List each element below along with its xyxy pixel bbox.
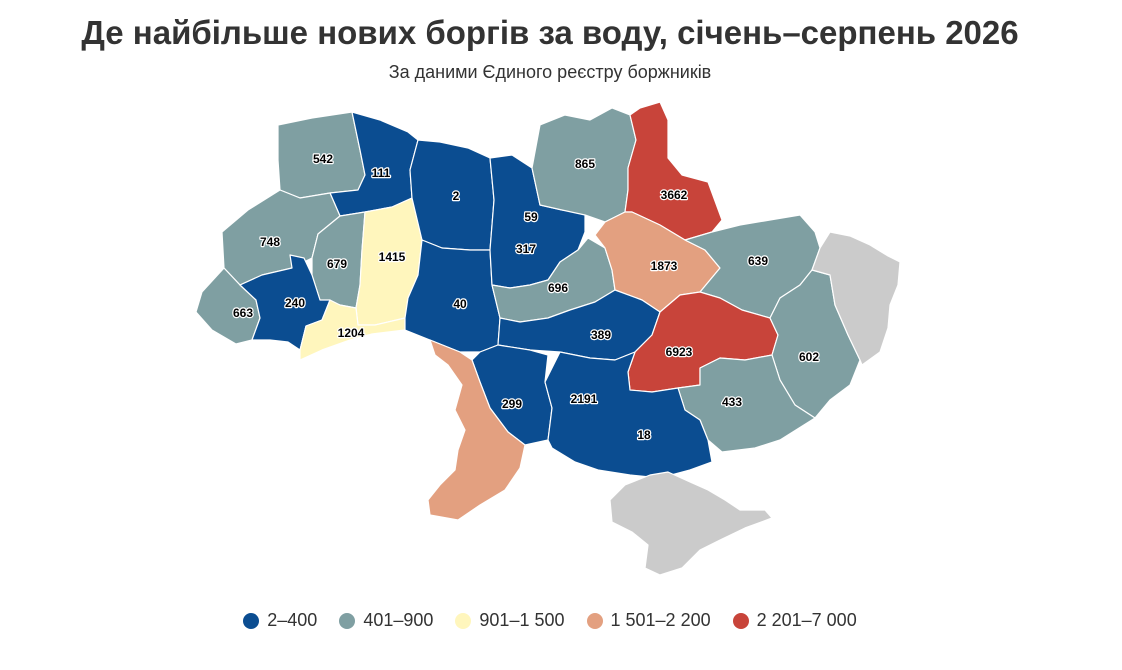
legend-label: 1 501–2 200 xyxy=(610,610,711,630)
legend-label: 2–400 xyxy=(267,610,318,630)
region-label-mykolaiv: 299 xyxy=(502,397,522,411)
region-crimea xyxy=(609,471,773,576)
ukraine-choropleth-map: 542 111 748 679 1415 663 240 1204 2 40 5… xyxy=(195,101,901,576)
region-label-chernivtsi: 1204 xyxy=(338,326,365,340)
region-chernivtsi[interactable] xyxy=(299,299,406,361)
legend-swatch xyxy=(455,612,472,629)
region-label-rivne: 111 xyxy=(372,166,391,180)
legend-label: 901–1 500 xyxy=(479,610,565,630)
legend-item[interactable]: 2–400 xyxy=(243,610,317,631)
legend-swatch xyxy=(243,612,260,629)
legend-label: 401–900 xyxy=(363,610,434,630)
legend-label: 2 201–7 000 xyxy=(756,610,857,630)
map-title: Де найбільше нових боргів за воду, січен… xyxy=(81,14,1019,51)
region-label-ivano-frankivsk: 240 xyxy=(285,296,305,310)
legend-item[interactable]: 2 201–7 000 xyxy=(732,610,857,631)
region-label-dnipropetrovsk: 6923 xyxy=(666,345,693,359)
map-legend: 2–400 401–900 901–1 500 1 501–2 200 2 20… xyxy=(0,610,1100,631)
map-subtitle: За даними Єдиного реєстру боржників xyxy=(388,62,712,82)
region-label-poltava: 1873 xyxy=(651,259,678,273)
region-label-kyiv-oblast: 317 xyxy=(516,242,536,256)
legend-swatch xyxy=(732,612,749,629)
legend-swatch xyxy=(339,612,356,629)
region-label-odesa: 2191 xyxy=(571,392,598,406)
region-label-kherson: 18 xyxy=(637,428,651,442)
region-label-vinnytsia: 40 xyxy=(453,297,467,311)
region-label-ternopil: 679 xyxy=(327,257,347,271)
region-label-khmelnytskyi: 1415 xyxy=(379,250,406,264)
region-label-volyn: 542 xyxy=(313,152,333,166)
legend-item[interactable]: 1 501–2 200 xyxy=(586,610,711,631)
region-label-cherkasy: 696 xyxy=(548,281,568,295)
region-label-chernihiv: 865 xyxy=(575,157,595,171)
region-luhansk xyxy=(811,231,901,366)
region-label-zaporizhzhia: 433 xyxy=(722,395,742,409)
legend-swatch xyxy=(586,612,603,629)
legend-item[interactable]: 901–1 500 xyxy=(455,610,565,631)
region-label-kirovohrad: 389 xyxy=(591,328,611,342)
legend-item[interactable]: 401–900 xyxy=(339,610,433,631)
region-label-zakarpattia: 663 xyxy=(233,306,253,320)
region-label-donetsk: 602 xyxy=(799,350,819,364)
region-kherson[interactable] xyxy=(544,351,713,479)
region-label-kyiv-city: 59 xyxy=(524,210,538,224)
region-label-sumy: 3662 xyxy=(661,188,688,202)
region-label-kharkiv: 639 xyxy=(748,254,768,268)
region-label-zhytomyr: 2 xyxy=(453,189,460,203)
region-odesa[interactable] xyxy=(427,339,526,521)
region-label-lviv: 748 xyxy=(260,235,280,249)
